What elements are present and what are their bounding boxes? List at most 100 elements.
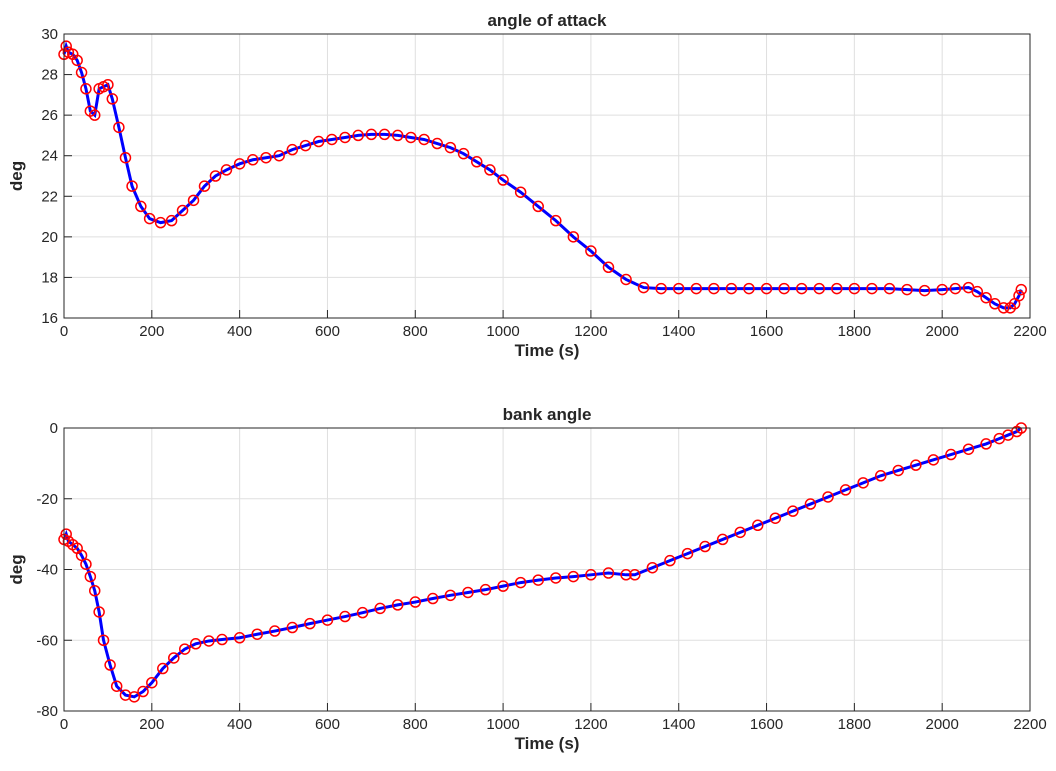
data-marker	[326, 133, 338, 146]
data-marker	[716, 533, 729, 546]
plot-area	[64, 34, 1030, 318]
data-marker	[273, 149, 285, 162]
data-marker	[892, 464, 905, 477]
data-marker	[874, 470, 887, 482]
x-axis-label: Time (s)	[515, 734, 580, 753]
data-marker	[795, 282, 808, 295]
data-marker	[725, 282, 738, 295]
data-marker	[339, 610, 351, 623]
data-marker	[760, 282, 773, 295]
x-tick-label: 0	[60, 323, 68, 340]
data-marker	[857, 477, 869, 489]
y-tick-label: 18	[41, 269, 58, 286]
x-tick-label: 2000	[925, 716, 958, 733]
data-marker	[479, 583, 492, 596]
y-axis-label: deg	[7, 161, 26, 191]
data-marker	[286, 143, 299, 156]
x-tick-label: 1400	[662, 323, 695, 340]
data-marker	[110, 680, 123, 692]
data-marker	[918, 284, 931, 297]
data-marker	[813, 282, 825, 295]
data-marker	[157, 662, 169, 675]
data-marker	[470, 156, 483, 168]
y-tick-label: 0	[50, 420, 58, 437]
data-marker	[585, 569, 597, 581]
data-marker	[286, 621, 299, 634]
x-tick-label: 400	[227, 716, 252, 733]
x-tick-label: 1600	[750, 323, 783, 340]
data-marker	[629, 569, 641, 581]
data-marker	[352, 129, 364, 142]
y-tick-label: 24	[41, 148, 58, 165]
data-marker	[135, 200, 147, 213]
data-marker	[514, 186, 527, 198]
x-tick-label: 600	[315, 716, 340, 733]
data-marker	[71, 54, 83, 67]
data-line	[62, 41, 1023, 310]
data-marker	[113, 121, 125, 134]
data-marker	[233, 158, 246, 170]
data-marker	[945, 448, 957, 461]
data-marker	[176, 204, 189, 217]
x-tick-label: 1600	[750, 716, 783, 733]
data-marker	[769, 512, 782, 524]
data-marker	[1013, 289, 1025, 302]
chart-title: angle of attack	[487, 11, 607, 30]
x-tick-label: 200	[139, 716, 164, 733]
data-marker	[936, 283, 948, 296]
data-marker	[620, 569, 632, 581]
data-marker	[356, 606, 369, 619]
data-marker	[75, 66, 88, 79]
data-marker	[203, 635, 215, 647]
data-marker	[848, 282, 861, 295]
data-marker	[497, 580, 509, 592]
data-marker	[312, 135, 325, 148]
data-marker	[80, 83, 92, 95]
y-tick-label: -20	[36, 491, 58, 508]
data-marker	[743, 282, 755, 295]
data-marker	[550, 572, 562, 584]
data-marker	[119, 689, 132, 701]
x-tick-label: 2000	[925, 323, 958, 340]
x-tick-label: 1000	[486, 716, 519, 733]
data-marker	[822, 491, 834, 503]
data-marker	[444, 589, 457, 602]
data-marker	[374, 602, 386, 615]
chart-title: bank angle	[503, 405, 592, 424]
y-tick-label: 28	[41, 67, 58, 84]
data-marker	[484, 164, 496, 176]
data-marker	[299, 139, 312, 152]
data-marker	[585, 245, 597, 257]
data-marker	[304, 617, 316, 630]
y-tick-label: 16	[41, 310, 58, 327]
x-axis-label: Time (s)	[515, 341, 580, 360]
data-marker	[126, 180, 138, 192]
data-marker	[866, 282, 878, 295]
data-marker	[60, 40, 72, 52]
data-marker	[269, 625, 281, 637]
x-tick-label: 2200	[1013, 716, 1046, 733]
data-marker	[143, 212, 156, 225]
axes-box	[63, 427, 1031, 712]
data-line	[62, 426, 1023, 699]
data-marker	[128, 691, 141, 703]
y-tick-label: 26	[41, 107, 58, 124]
x-tick-label: 600	[315, 323, 340, 340]
x-tick-label: 200	[139, 323, 164, 340]
data-marker	[251, 628, 263, 640]
y-tick-label: 30	[41, 26, 58, 43]
data-marker	[405, 131, 417, 144]
data-marker	[154, 216, 167, 229]
data-marker	[910, 459, 922, 471]
y-tick-label: 22	[41, 188, 58, 205]
y-tick-label: -40	[36, 562, 58, 579]
x-tick-label: 1400	[662, 716, 695, 733]
data-marker	[137, 685, 149, 698]
data-marker	[462, 586, 474, 599]
y-tick-label: -80	[36, 703, 58, 720]
data-marker	[198, 180, 211, 192]
data-marker	[179, 643, 191, 655]
data-marker	[949, 282, 962, 295]
y-tick-label: -60	[36, 632, 58, 649]
data-marker	[189, 638, 202, 650]
